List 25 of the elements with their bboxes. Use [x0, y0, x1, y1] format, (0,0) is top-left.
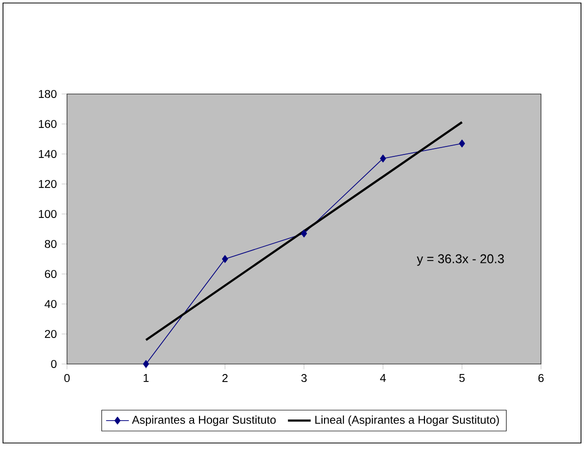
- point: [222, 255, 228, 263]
- x-tick-label: 5: [459, 374, 465, 382]
- x-tick-label: 6: [538, 374, 544, 382]
- point: [143, 360, 150, 368]
- y-tick-label: 160: [38, 120, 57, 128]
- y-tick-label: 0: [51, 360, 57, 368]
- x-tick-label: 1: [144, 374, 149, 382]
- y-tick-label: 100: [38, 210, 57, 218]
- y-tick-label: 120: [38, 180, 57, 188]
- y-tick-label: 140: [38, 150, 57, 158]
- x-tick-label: 4: [380, 374, 386, 382]
- x-tick-label: 3: [301, 374, 307, 382]
- y-tick-label: 60: [44, 270, 57, 278]
- point: [380, 154, 386, 162]
- legend-label: Lineal (Aspirantes a Hogar Sustituto): [315, 415, 499, 426]
- point: [301, 230, 308, 238]
- x-tick-label: 2: [222, 374, 228, 382]
- y-tick-label: 20: [44, 330, 57, 338]
- y-tick-label: 40: [44, 300, 57, 308]
- point: [459, 140, 466, 148]
- y-tick-label: 80: [44, 240, 57, 248]
- annotation: y = 36.3x - 20.3: [416, 254, 504, 266]
- legend-label: Aspirantes a Hogar Sustituto: [132, 415, 276, 426]
- y-tick-label: 180: [38, 90, 57, 98]
- x-tick-label: 0: [64, 374, 70, 382]
